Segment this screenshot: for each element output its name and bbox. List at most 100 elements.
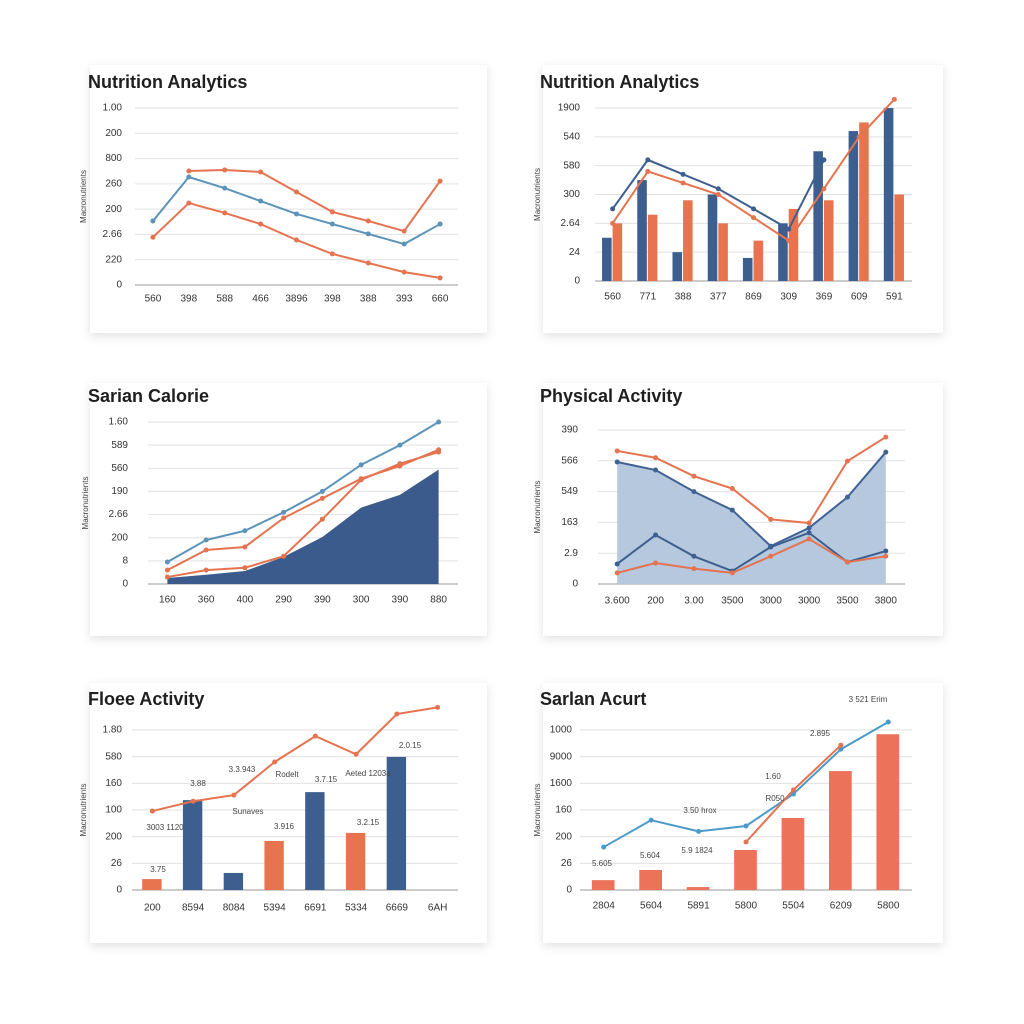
bar (223, 872, 244, 890)
annotation: 3.7.15 (315, 775, 338, 784)
point (319, 488, 325, 494)
point (186, 168, 192, 174)
point (186, 200, 192, 206)
point (436, 419, 442, 425)
x-tick-label: 200 (144, 903, 161, 914)
x-tick-label: 6691 (304, 903, 327, 914)
point (222, 210, 228, 216)
point (790, 787, 796, 793)
y-tick-label: 1600 (550, 778, 573, 789)
x-tick-label: 388 (675, 292, 692, 303)
x-tick-label: 398 (324, 294, 341, 305)
point (786, 238, 792, 244)
x-tick-label: 300 (353, 595, 370, 606)
point (437, 275, 443, 281)
y-tick-label: 26 (561, 858, 573, 869)
bar (639, 870, 662, 890)
point (329, 221, 335, 227)
point (272, 759, 278, 765)
x-tick-label: 5604 (640, 901, 663, 912)
y-axis-title: Macronutrients (533, 481, 542, 534)
bar (612, 223, 623, 281)
point (806, 520, 812, 526)
x-tick-label: 588 (216, 294, 233, 305)
x-tick-label: 2804 (593, 901, 616, 912)
bar (859, 122, 869, 282)
y-tick-label: 2.64 (561, 218, 581, 229)
point (729, 570, 735, 576)
y-tick-label: 100 (105, 805, 122, 816)
x-tick-label: 6AH (428, 903, 447, 914)
point (294, 189, 299, 195)
point (653, 467, 659, 473)
point (729, 486, 735, 492)
y-tick-label: 0 (116, 885, 122, 896)
annotation: 3.75 (150, 865, 166, 874)
area (167, 469, 439, 584)
point (358, 462, 364, 468)
bar (686, 887, 710, 890)
x-tick-label: 660 (432, 294, 449, 305)
point (614, 448, 620, 454)
point (242, 544, 248, 550)
bar (778, 223, 788, 281)
point (319, 516, 325, 522)
point (610, 206, 616, 212)
x-tick-label: 3.600 (605, 596, 630, 607)
point (743, 823, 749, 829)
point (768, 516, 774, 522)
x-tick-label: 5334 (345, 903, 368, 914)
y-tick-label: 540 (563, 131, 580, 142)
line (166, 421, 440, 563)
bar (602, 237, 612, 281)
annotation: 3.50 hrox (683, 806, 716, 815)
annotation: 3 521 Erim (849, 695, 888, 704)
x-tick-label: 390 (314, 595, 331, 606)
point (821, 157, 827, 163)
point (281, 515, 287, 521)
point (365, 260, 371, 266)
x-tick-label: 400 (237, 595, 254, 606)
chart-title: Nutrition Analytics (540, 72, 699, 92)
y-tick-label: 260 (105, 178, 122, 189)
x-tick-label: 398 (180, 294, 197, 305)
point (164, 567, 170, 573)
point (653, 455, 659, 461)
bar (718, 223, 728, 281)
x-tick-label: 3500 (836, 596, 859, 607)
bar (637, 180, 647, 281)
chart-title: Floee Activity (88, 689, 204, 709)
x-tick-label: 3000 (798, 596, 821, 607)
point (397, 461, 403, 467)
x-tick-label: 5891 (687, 901, 710, 912)
point (281, 553, 287, 559)
y-tick-label: 220 (105, 254, 122, 265)
point (150, 218, 156, 224)
point (231, 792, 237, 798)
point (883, 449, 889, 455)
bar (345, 832, 366, 890)
point (358, 477, 364, 483)
x-tick-label: 3800 (875, 596, 898, 607)
y-tick-label: 200 (111, 532, 128, 543)
y-tick-label: 2.66 (103, 229, 123, 240)
x-tick-label: 377 (710, 292, 727, 303)
point (844, 458, 850, 464)
annotation: 1.60 (765, 772, 781, 781)
y-tick-label: 190 (111, 486, 128, 497)
point (715, 186, 721, 192)
bar (305, 792, 325, 890)
bar (823, 200, 834, 281)
point (258, 169, 264, 175)
x-tick-label: 591 (886, 292, 903, 303)
point (768, 553, 774, 559)
y-tick-label: 2.66 (109, 509, 129, 520)
point (691, 566, 697, 572)
point (401, 269, 407, 275)
point (319, 495, 325, 501)
annotation: 2.0.15 (399, 741, 422, 750)
point (856, 134, 862, 140)
card (543, 683, 943, 943)
chart-title: Physical Activity (540, 386, 682, 406)
chart-title: Sarlan Acurt (540, 689, 646, 709)
